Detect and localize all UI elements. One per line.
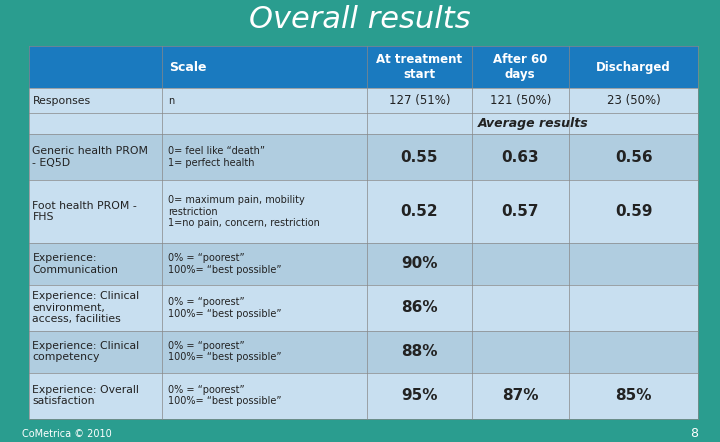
Text: 0% = “poorest”
100%= “best possible”: 0% = “poorest” 100%= “best possible” (168, 341, 282, 362)
Text: 95%: 95% (401, 388, 438, 403)
Text: Average results: Average results (477, 117, 588, 130)
Text: 0.63: 0.63 (501, 150, 539, 164)
Bar (29, 46, 698, 88)
Text: 0= maximum pain, mobility
restriction
1=no pain, concern, restriction: 0= maximum pain, mobility restriction 1=… (168, 195, 320, 228)
Bar (29, 88, 698, 113)
Text: Overall results: Overall results (249, 5, 471, 34)
Text: At treatment
start: At treatment start (377, 53, 462, 81)
Text: Experience: Overall
satisfaction: Experience: Overall satisfaction (32, 385, 139, 406)
Text: 0.52: 0.52 (400, 204, 438, 219)
Text: 85%: 85% (616, 388, 652, 403)
Text: After 60
days: After 60 days (493, 53, 547, 81)
Text: Experience: Clinical
competency: Experience: Clinical competency (32, 341, 140, 362)
Text: 23 (50%): 23 (50%) (607, 94, 660, 107)
Bar (29, 373, 698, 419)
Text: 0.55: 0.55 (400, 150, 438, 164)
Text: Discharged: Discharged (596, 61, 671, 74)
Text: 0% = “poorest”
100%= “best possible”: 0% = “poorest” 100%= “best possible” (168, 385, 282, 406)
Text: Generic health PROM
- EQ5D: Generic health PROM - EQ5D (32, 146, 148, 168)
Text: 0% = “poorest”
100%= “best possible”: 0% = “poorest” 100%= “best possible” (168, 297, 282, 319)
Text: CoMetrica © 2010: CoMetrica © 2010 (22, 429, 112, 439)
Text: 0.59: 0.59 (615, 204, 652, 219)
Text: 127 (51%): 127 (51%) (389, 94, 450, 107)
Bar (29, 134, 698, 180)
Bar (29, 243, 698, 285)
Text: 90%: 90% (401, 256, 438, 271)
Text: 88%: 88% (401, 344, 438, 359)
Bar (29, 113, 698, 134)
Text: n: n (168, 95, 174, 106)
Text: 86%: 86% (401, 300, 438, 315)
Text: 8: 8 (690, 427, 698, 441)
Text: 0.56: 0.56 (615, 150, 652, 164)
Bar (29, 285, 698, 331)
Text: 0% = “poorest”
100%= “best possible”: 0% = “poorest” 100%= “best possible” (168, 253, 282, 274)
Text: 0= feel like “death”
1= perfect health: 0= feel like “death” 1= perfect health (168, 146, 265, 168)
Bar (29, 331, 698, 373)
Text: 0.57: 0.57 (501, 204, 539, 219)
Text: Responses: Responses (32, 95, 91, 106)
Text: Scale: Scale (169, 61, 207, 74)
Text: Experience:
Communication: Experience: Communication (32, 253, 118, 274)
Text: Foot health PROM -
FHS: Foot health PROM - FHS (32, 201, 137, 222)
Text: 87%: 87% (502, 388, 539, 403)
Text: 121 (50%): 121 (50%) (490, 94, 551, 107)
Text: Experience: Clinical
environment,
access, facilities: Experience: Clinical environment, access… (32, 291, 140, 324)
Bar (29, 180, 698, 243)
